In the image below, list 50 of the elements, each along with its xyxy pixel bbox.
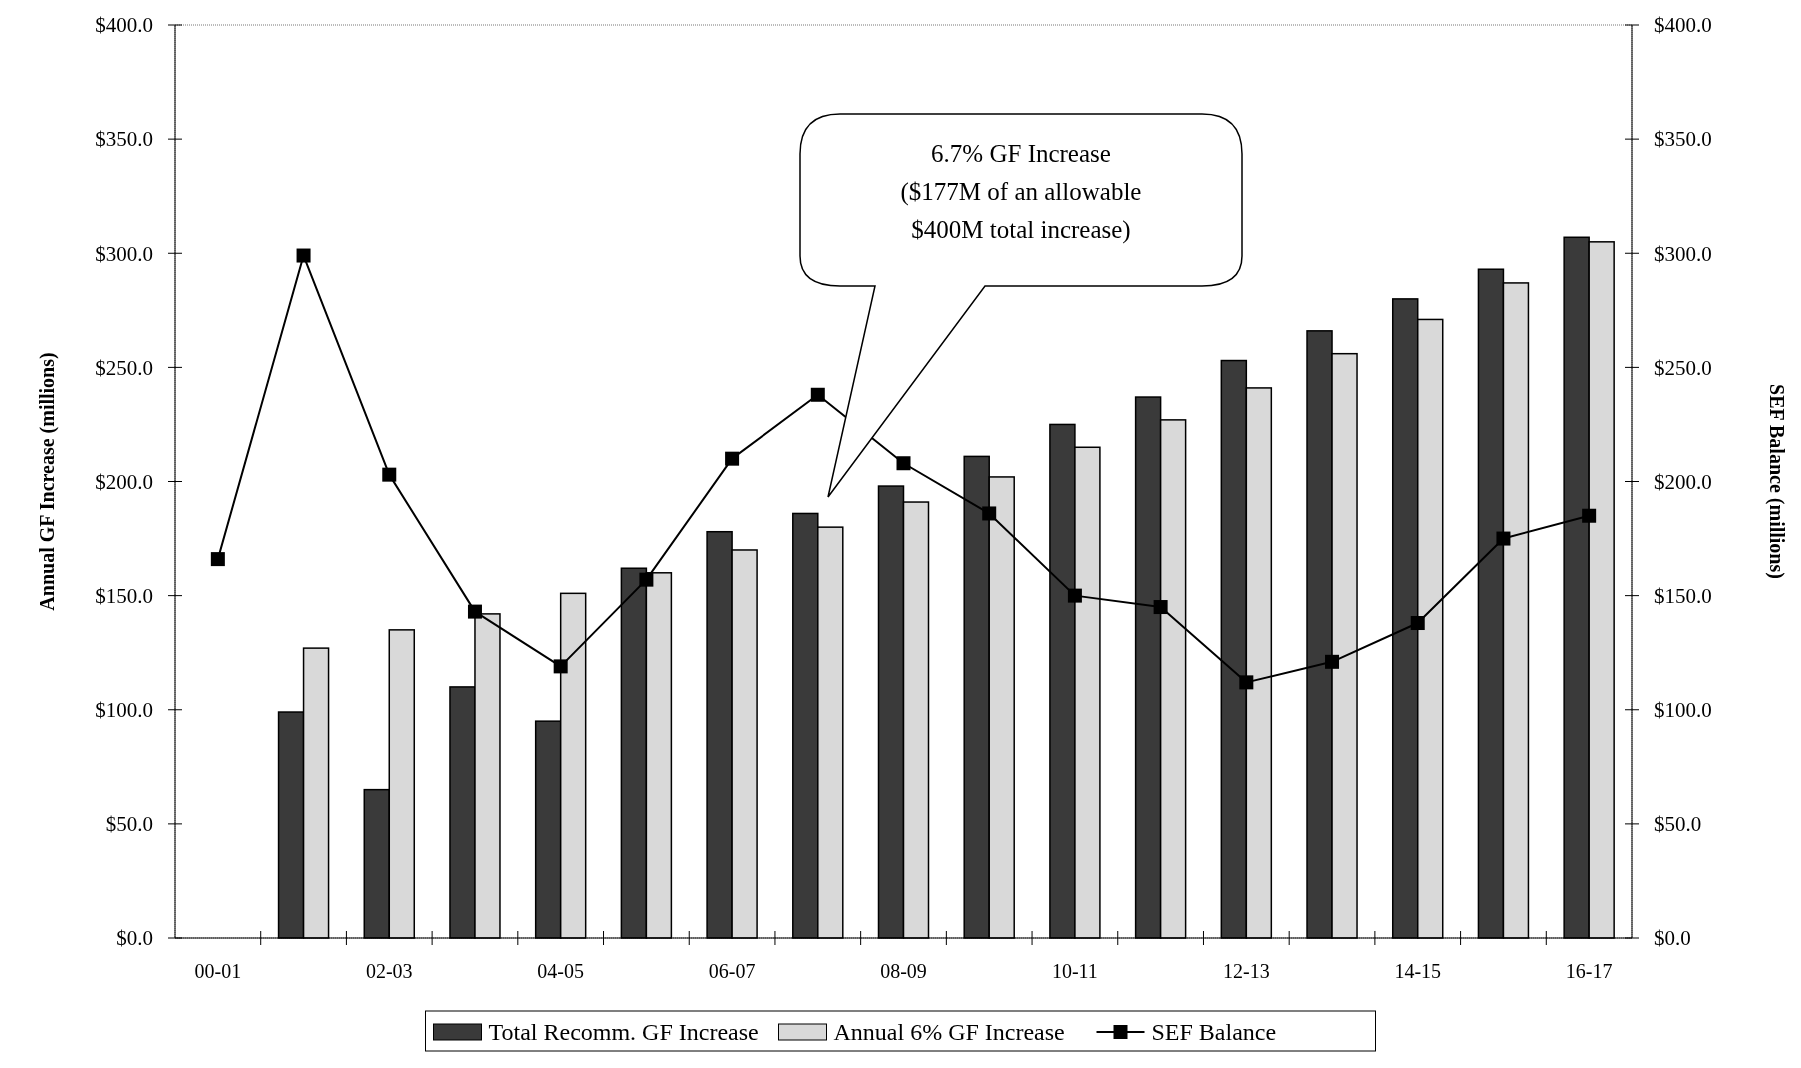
point — [210, 552, 225, 567]
y-tick-label: $100.0 — [95, 698, 153, 723]
annotation: 6.7% GF Increase ($177M of an allowable $400M total increase) — [900, 140, 1142, 244]
y-tick-label: $200.0 — [95, 469, 153, 494]
point — [467, 604, 482, 619]
x-tick-label: 04-05 — [537, 960, 585, 982]
point — [1325, 654, 1340, 669]
y2-tick-label: $350.0 — [1654, 127, 1712, 152]
y-tick-label: $50.0 — [105, 812, 153, 837]
x-tick-label: 12-13 — [1222, 960, 1270, 982]
point — [725, 451, 740, 466]
x-tick-label: 14-15 — [1394, 960, 1442, 982]
y2-tick-label: $100.0 — [1654, 698, 1712, 723]
point — [1496, 531, 1511, 546]
point — [1067, 588, 1082, 603]
point — [1410, 616, 1425, 631]
point — [896, 456, 911, 471]
y2-tick-label: $300.0 — [1654, 241, 1712, 266]
x-tick-label: 02-03 — [365, 960, 413, 982]
legend-label: SEF Balance — [1151, 1019, 1277, 1046]
y2-axis-title: SEF Balance (millions) — [1765, 384, 1788, 579]
x-tick-label: 16-17 — [1565, 960, 1613, 982]
y-tick-label: $250.0 — [95, 355, 153, 380]
y-tick-label: $150.0 — [95, 583, 153, 608]
point — [296, 248, 311, 263]
y-tick-label: $0.0 — [116, 926, 153, 951]
y-tick-label: $400.0 — [95, 13, 153, 38]
x-tick-label: 00-01 — [194, 960, 242, 982]
y-tick-label: $300.0 — [95, 241, 153, 266]
y2-tick-label: $400.0 — [1654, 13, 1712, 38]
x-tick-label: 06-07 — [708, 960, 756, 982]
point — [1239, 675, 1254, 690]
y2-tick-label: $200.0 — [1654, 469, 1712, 494]
x-tick-label: 10-11 — [1051, 960, 1098, 982]
legend-label: Total Recomm. GF Increase — [488, 1019, 759, 1046]
y2-tick-label: $250.0 — [1654, 355, 1712, 380]
y-tick-label: $350.0 — [95, 127, 153, 152]
x-tick-label: 08-09 — [880, 960, 927, 982]
legend-label: Annual 6% GF Increase — [833, 1019, 1065, 1046]
point — [810, 387, 825, 402]
y-axis-title: Annual GF Increase (millions) — [36, 352, 59, 611]
point — [982, 506, 997, 521]
y2-tick-label: $50.0 — [1654, 812, 1702, 837]
point — [553, 659, 568, 674]
point — [1582, 508, 1597, 523]
point — [639, 572, 654, 587]
point — [1153, 600, 1168, 615]
y2-tick-label: $150.0 — [1654, 583, 1712, 608]
point — [382, 467, 397, 482]
y2-tick-label: $0.0 — [1654, 926, 1691, 951]
